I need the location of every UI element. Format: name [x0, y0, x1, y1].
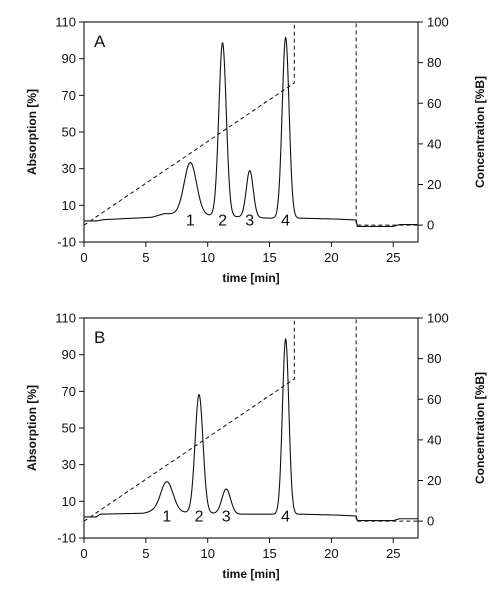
y-right-tick-label: 60 — [427, 96, 441, 111]
y-right-tick-label: 60 — [427, 392, 441, 407]
peak-label: 2 — [195, 509, 204, 526]
y-right-tick-label: 20 — [427, 473, 441, 488]
y-left-tick-label: 110 — [55, 311, 76, 326]
y-right-tick-label: 100 — [427, 15, 449, 30]
y-left-axis-title: Absorption [%] — [25, 385, 39, 471]
x-tick-label: 15 — [262, 546, 276, 561]
concentration-gradient-line — [83, 21, 418, 226]
plot-frame — [83, 317, 419, 539]
y-left-tick-label: 50 — [62, 125, 76, 140]
y-left-tick-label: 70 — [62, 88, 76, 103]
x-tick-label: 0 — [80, 250, 87, 265]
y-right-tick-label: 40 — [427, 136, 441, 151]
x-tick-label: 5 — [142, 250, 149, 265]
y-left-tick-label: 90 — [62, 51, 76, 66]
absorption-trace — [84, 337, 418, 522]
x-tick-label: 25 — [386, 250, 400, 265]
y-left-tick-label: 10 — [62, 198, 76, 213]
panel-letter: B — [94, 328, 105, 347]
y-right-axis-title: Concentration [%B] — [473, 76, 487, 188]
panel-b: 0 5 10 15 20 25 -10 10 30 50 70 90 110 0 20 40 60 80 100 ti… — [25, 311, 487, 582]
x-tick-label: 20 — [324, 546, 338, 561]
concentration-gradient-line — [83, 317, 418, 522]
x-tick-label: 0 — [80, 546, 87, 561]
y-right-axis-title: Concentration [%B] — [473, 372, 487, 484]
x-tick-label: 15 — [262, 250, 276, 265]
x-axis-title: time [min] — [222, 271, 279, 285]
y-right-tick-label: 20 — [427, 177, 441, 192]
y-left-tick-label: 50 — [62, 421, 76, 436]
y-right-tick-label: 0 — [427, 218, 434, 233]
y-right-tick-label: 40 — [427, 432, 441, 447]
y-left-axis-title: Absorption [%] — [25, 89, 39, 175]
y-left-tick-label: -10 — [57, 235, 76, 250]
peak-label: 4 — [281, 213, 290, 230]
peak-label: 1 — [186, 213, 195, 230]
x-tick-label: 25 — [386, 546, 400, 561]
plot-frame — [83, 21, 419, 243]
absorption-trace — [84, 36, 418, 227]
x-tick-label: 10 — [200, 546, 214, 561]
y-left-tick-label: 70 — [62, 384, 76, 399]
peak-label: 2 — [218, 213, 227, 230]
y-right-tick-label: 100 — [427, 311, 449, 326]
peak-label: 4 — [281, 509, 290, 526]
peak-label: 3 — [245, 213, 254, 230]
y-right-tick-label: 80 — [427, 55, 441, 70]
x-tick-label: 10 — [200, 250, 214, 265]
panel-letter: A — [94, 32, 106, 51]
x-axis-title: time [min] — [222, 567, 279, 581]
y-left-tick-label: 30 — [62, 457, 76, 472]
y-left-tick-label: -10 — [57, 531, 76, 546]
y-left-tick-label: 110 — [55, 15, 76, 30]
x-tick-label: 5 — [142, 546, 149, 561]
peak-label: 1 — [162, 509, 171, 526]
y-right-tick-label: 80 — [427, 351, 441, 366]
peak-label: 3 — [222, 509, 231, 526]
x-tick-label: 20 — [324, 250, 338, 265]
y-left-tick-label: 10 — [62, 494, 76, 509]
y-left-tick-label: 30 — [62, 161, 76, 176]
panel-a: 0 5 10 15 20 25 -10 10 30 50 70 90 110 0 20 40 60 80 100 ti… — [25, 15, 487, 286]
y-left-tick-label: 90 — [62, 347, 76, 362]
y-right-tick-label: 0 — [427, 514, 434, 529]
